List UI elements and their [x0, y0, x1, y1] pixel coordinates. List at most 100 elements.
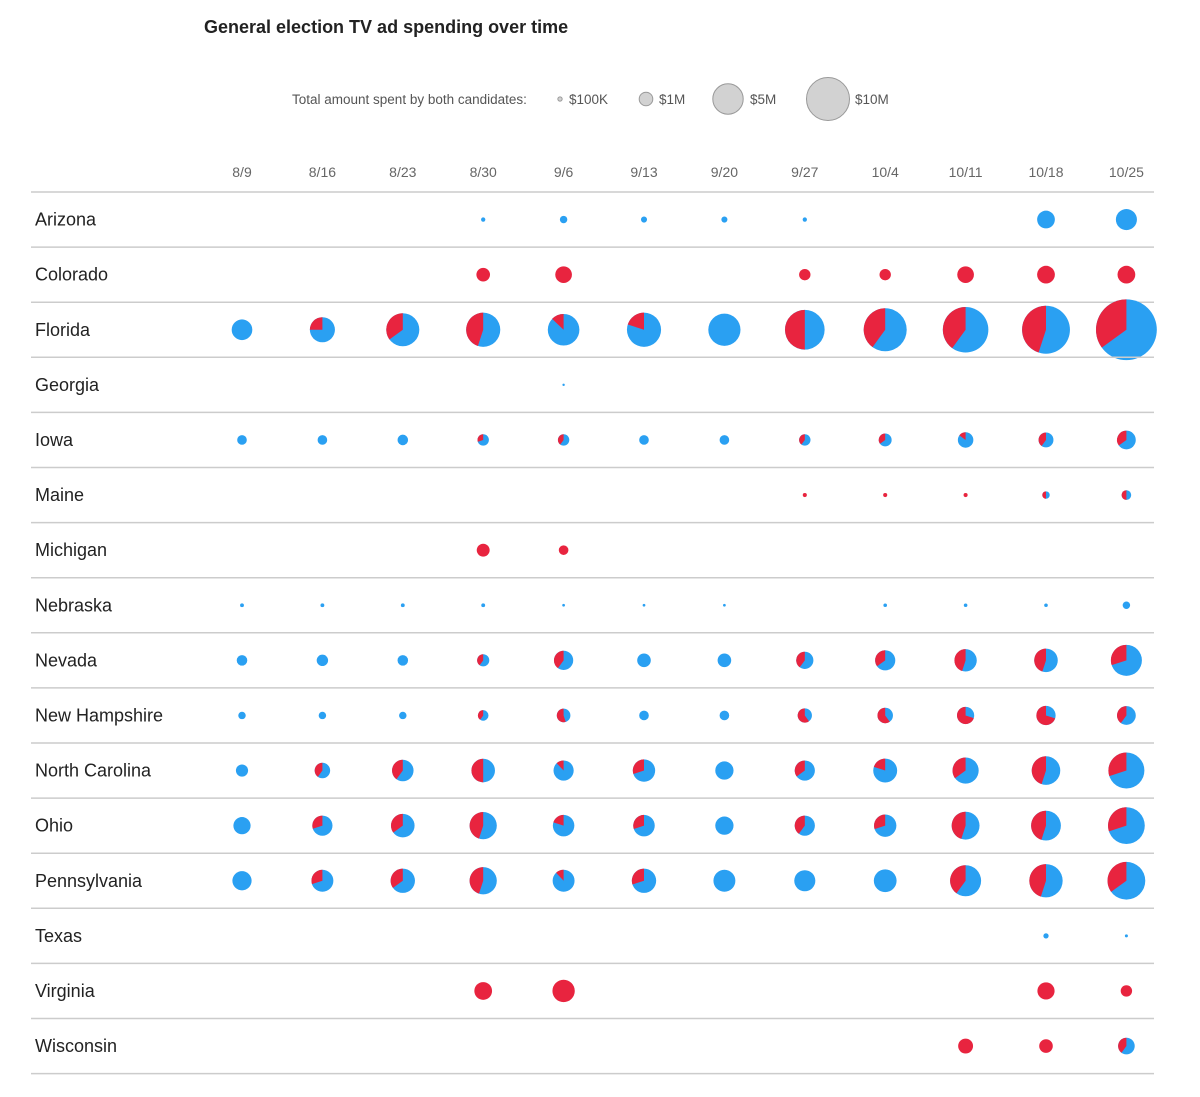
red-share — [878, 433, 886, 444]
bubble-north-carolina-9-20 — [715, 761, 734, 780]
bubble-ohio-8-30 — [469, 812, 497, 840]
red-share — [796, 651, 805, 668]
bubble-new-hampshire-9-6 — [556, 708, 571, 723]
state-label: Nebraska — [35, 595, 113, 615]
date-axis: 8/9 8/16 8/23 8/30 9/6 9/13 9/20 9/27 10/4 10/11 1… — [232, 164, 1144, 180]
row-georgia: Georgia — [31, 375, 1154, 414]
date-label: 9/27 — [791, 164, 818, 180]
red-share — [1031, 756, 1046, 785]
bubble-ohio-8-16 — [312, 815, 333, 836]
legend-size-label: $1M — [659, 92, 685, 107]
bubble-north-carolina-10-25 — [1108, 752, 1145, 789]
bubble-iowa-10-25 — [1117, 430, 1136, 450]
bubble-iowa-10-18 — [1038, 432, 1054, 448]
date-label: 9/6 — [554, 164, 574, 180]
row-maine: Maine — [31, 485, 1154, 524]
state-label: Pennsylvania — [35, 871, 143, 891]
bubble-north-carolina-8-30 — [471, 758, 495, 783]
red-share — [1110, 644, 1127, 666]
red-share — [556, 708, 566, 723]
red-share — [794, 760, 805, 777]
bubble-colorado-9-6 — [555, 266, 572, 283]
row-texas: Texas — [31, 926, 1154, 965]
bubble-ohio-10-11 — [951, 811, 980, 840]
state-label: Michigan — [35, 540, 107, 560]
red-share — [392, 759, 403, 780]
bubble-iowa-9-27 — [799, 434, 811, 446]
bubble-north-carolina-10-4 — [873, 758, 898, 783]
row-north-carolina: North Carolina — [31, 752, 1154, 799]
bubble-new-hampshire-8-30 — [477, 710, 489, 721]
state-label: New Hampshire — [35, 705, 163, 725]
bubble-nevada-10-25 — [1110, 644, 1142, 676]
red-share — [863, 308, 886, 348]
bubble-florida-10-25 — [1095, 299, 1157, 361]
bubble-florida-8-30 — [466, 312, 501, 347]
bubble-colorado-10-25 — [1117, 265, 1136, 284]
bubble-maine-10-18 — [1042, 491, 1050, 499]
red-share — [942, 306, 966, 349]
red-share — [469, 867, 484, 894]
bubble-florida-9-20 — [708, 313, 741, 346]
bubble-pennsylvania-9-6 — [552, 869, 575, 892]
state-label: Texas — [35, 926, 82, 946]
bubble-pennsylvania-9-13 — [631, 868, 657, 893]
bubble-maine-10-25 — [1121, 490, 1132, 500]
red-share — [1118, 1037, 1127, 1053]
bubble-new-hampshire-8-16 — [318, 711, 327, 720]
bubble-ohio-9-20 — [715, 816, 734, 835]
red-share — [627, 312, 644, 330]
bubble-nebraska-8-30 — [481, 603, 486, 608]
red-share — [956, 706, 974, 725]
red-share — [799, 434, 805, 445]
bubble-new-hampshire-8-23 — [399, 711, 407, 720]
bubble-wisconsin-10-18 — [1039, 1039, 1053, 1053]
bubble-iowa-10-4 — [878, 433, 892, 447]
red-share — [633, 814, 644, 829]
red-share — [556, 760, 564, 771]
red-share — [386, 313, 403, 340]
red-share — [469, 812, 484, 839]
bubble-nevada-9-13 — [637, 653, 651, 668]
bubble-north-carolina-9-6 — [553, 760, 574, 781]
bubble-maine-9-27 — [802, 493, 807, 498]
bubble-colorado-10-4 — [879, 268, 891, 281]
bubble-pennsylvania-10-18 — [1029, 864, 1063, 898]
bubble-new-hampshire-8-9 — [238, 711, 246, 720]
row-virginia: Virginia — [31, 979, 1154, 1020]
red-share — [1038, 432, 1046, 446]
bubble-nebraska-8-9 — [240, 603, 244, 608]
bubble-nebraska-8-23 — [400, 603, 405, 608]
bubble-nevada-9-27 — [796, 651, 814, 669]
red-share — [556, 869, 564, 881]
chart-title: General election TV ad spending over tim… — [204, 17, 568, 37]
bubble-georgia-9-6 — [562, 383, 565, 387]
bubble-nevada-10-18 — [1034, 648, 1058, 673]
bubble-virginia-10-18 — [1037, 982, 1055, 1000]
red-share — [391, 813, 403, 833]
bubble-nebraska-9-20 — [723, 603, 726, 607]
bubble-arizona-8-30 — [481, 217, 486, 222]
red-share — [557, 434, 564, 445]
bubble-nevada-10-4 — [875, 650, 896, 671]
red-share — [959, 432, 966, 440]
red-share — [873, 758, 886, 771]
red-share — [875, 650, 886, 667]
bubble-pennsylvania-8-16 — [311, 869, 334, 892]
bubble-nevada-8-30 — [477, 654, 490, 667]
state-rows: Arizona Colorado Florida Georgia Iowa Maine Mi… — [31, 191, 1157, 1075]
red-share — [1034, 648, 1046, 672]
row-iowa: Iowa — [31, 430, 1154, 469]
bubble-north-carolina-8-23 — [392, 759, 414, 782]
bubble-ohio-10-4 — [874, 814, 897, 837]
bubble-florida-9-27 — [784, 309, 825, 350]
row-new-hampshire: New Hampshire — [31, 705, 1154, 744]
red-share — [477, 710, 484, 720]
red-share — [1108, 752, 1127, 777]
bubble-nebraska-10-18 — [1044, 603, 1048, 608]
bubble-north-carolina-10-11 — [952, 757, 979, 784]
bubble-arizona-9-27 — [802, 217, 807, 222]
legend-circle-1m — [638, 91, 654, 107]
state-label: Maine — [35, 485, 84, 505]
state-label: Nevada — [35, 650, 98, 670]
